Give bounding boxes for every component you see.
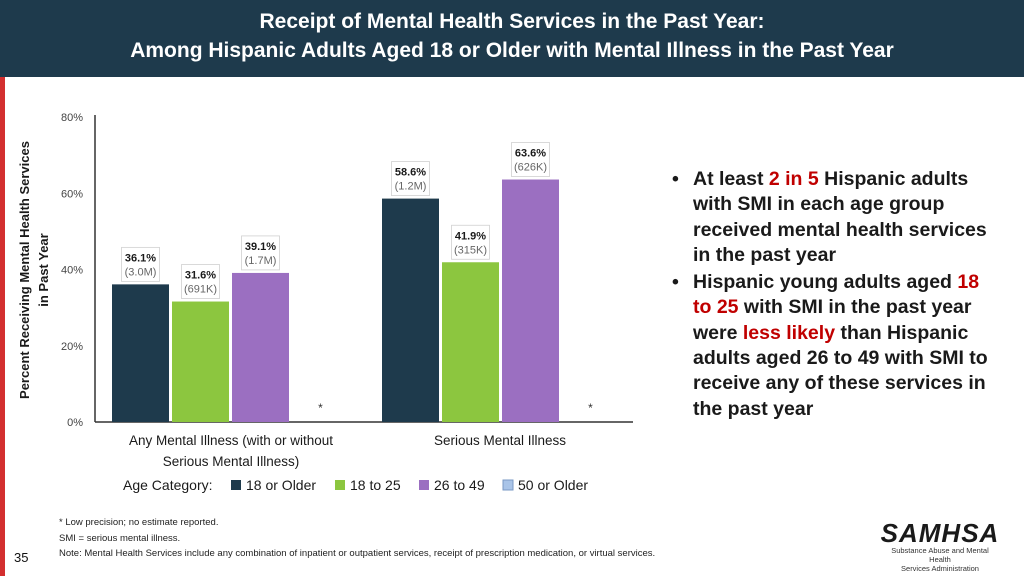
data-label-percent: 39.1% (245, 241, 276, 253)
bullet-list: • At least 2 in 5 Hispanic adults with SM… (672, 167, 1002, 424)
data-label-count: (626K) (514, 162, 547, 174)
legend-title: Age Category: (123, 477, 213, 493)
data-label-count: (315K) (454, 244, 487, 256)
data-label-box (121, 246, 160, 282)
logo-subtitle-1: Substance Abuse and Mental Health (891, 546, 989, 564)
bullet-text: than Hispanic adults aged 26 to 49 with … (693, 321, 988, 420)
x-category-label: Serious Mental Illness (434, 433, 566, 448)
logo-subtitle-2: Services Administration (901, 564, 979, 573)
data-label-count: (691K) (184, 284, 217, 296)
bullet-text: with SMI in the past year were (693, 296, 972, 344)
bullet-dot-icon: • (672, 168, 679, 190)
y-tick-label: 20% (61, 341, 83, 353)
data-label-count: (1.7M) (245, 255, 277, 267)
bar (382, 198, 439, 422)
samhsa-logo: SAMHSA Substance Abuse and Mental Health… (880, 520, 1000, 573)
data-label-percent: 58.6% (395, 167, 426, 179)
left-accent-bar (0, 77, 5, 576)
legend-swatch (335, 480, 345, 490)
slide-header: Receipt of Mental Health Services in the… (0, 0, 1024, 77)
legend-label: 18 or Older (246, 477, 316, 493)
bar (172, 301, 229, 422)
data-label-percent: 63.6% (515, 148, 546, 160)
y-tick-label: 60% (61, 188, 83, 200)
bar-suppressed-marker: * (588, 401, 593, 415)
bullet-text: Hispanic young adults aged (693, 271, 958, 294)
data-label-count: (1.2M) (395, 181, 427, 193)
y-axis-label: Percent Receiving Mental Health Services (17, 141, 32, 399)
footnote-note: Note: Mental Health Services include any… (59, 548, 656, 559)
bar (232, 272, 289, 422)
y-tick-label: 0% (67, 417, 83, 429)
footnotes: * Low precision; no estimate reported. S… (59, 515, 655, 562)
footnote-low-precision: * Low precision; no estimate reported. (59, 517, 219, 528)
data-label-count: (3.0M) (125, 266, 157, 278)
bullet-item: • Hispanic young adults aged 18 to 25 wit… (672, 270, 1002, 422)
data-label-box (241, 235, 280, 271)
bullet-text: Hispanic adults with SMI in each age gro… (693, 168, 987, 266)
bar (442, 262, 499, 422)
legend-label: 50 or Older (518, 477, 588, 493)
y-axis-label: in Past Year (36, 233, 51, 306)
data-label-box (391, 161, 430, 196)
slide-title-line2: Among Hispanic Adults Aged 18 or Older w… (130, 39, 894, 62)
data-label-box (181, 264, 220, 299)
bullet-item: • At least 2 in 5 Hispanic adults with SM… (672, 167, 1002, 268)
footnote-smi: SMI = serious mental illness. (59, 532, 181, 544)
legend-swatch (502, 479, 514, 491)
data-label-percent: 31.6% (185, 270, 216, 282)
x-category-label: Any Mental Illness (with or without (129, 433, 333, 448)
legend-label: 26 to 49 (434, 477, 485, 493)
data-label-percent: 41.9% (455, 230, 486, 242)
data-label-percent: 36.1% (125, 252, 156, 264)
bar (502, 179, 559, 422)
y-tick-label: 80% (61, 112, 83, 124)
legend-swatch (419, 480, 429, 490)
legend-label: 18 to 25 (350, 477, 401, 493)
logo-name: SAMHSA (880, 518, 1000, 548)
data-label-box (511, 142, 550, 177)
bar (112, 284, 169, 422)
bullet-dot-icon: • (672, 271, 679, 294)
bullet-highlight: less likely (742, 321, 836, 344)
page-number: 35 (14, 550, 29, 565)
slide-title-line1: Receipt of Mental Health Services in the… (259, 10, 765, 33)
legend-swatch (231, 480, 241, 490)
bar-suppressed-marker: * (318, 401, 323, 415)
data-label-box (451, 224, 490, 260)
bullet-highlight: 2 in 5 (768, 168, 819, 190)
bullet-highlight: 18 to 25 (693, 271, 980, 319)
y-tick-label: 40% (61, 265, 83, 277)
x-category-label: Serious Mental Illness) (163, 454, 300, 469)
bullet-text: At least (693, 168, 769, 190)
